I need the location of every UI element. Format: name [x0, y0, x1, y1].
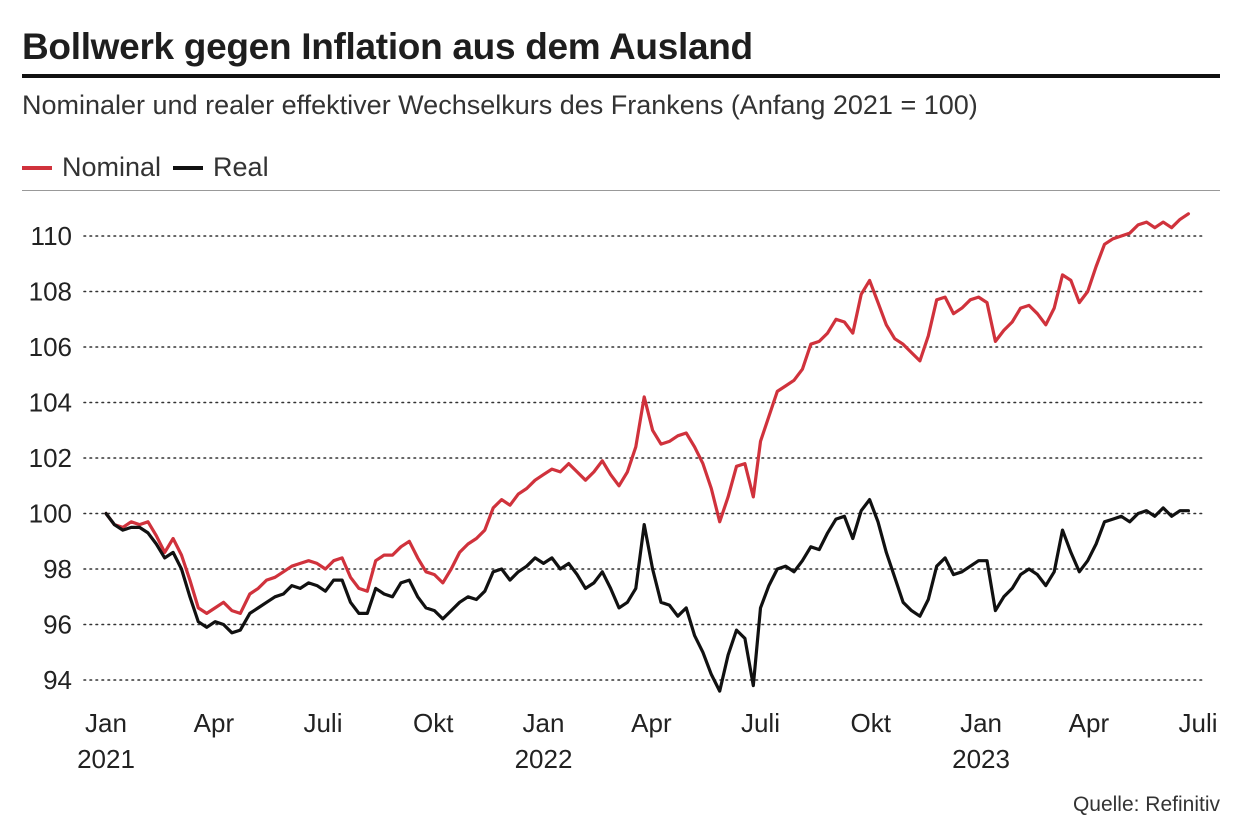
x-tick-year-4: 2022	[515, 744, 573, 774]
x-tick-label-5: Apr	[631, 708, 672, 738]
chart-subtitle: Nominaler und realer effektiver Wechselk…	[22, 90, 978, 120]
legend-rule	[22, 190, 1220, 191]
series-line-real	[104, 498, 1190, 693]
y-tick-label-106: 106	[29, 332, 72, 362]
y-tick-label-94: 94	[43, 665, 72, 695]
x-tick-label-4: Jan	[523, 708, 565, 738]
y-tick-label-102: 102	[29, 443, 72, 473]
source-note: Quelle: Refinitiv	[1072, 793, 1220, 816]
legend-label-nominal: Nominal	[62, 152, 162, 182]
legend: Nominal Real	[22, 152, 281, 183]
y-tick-label-108: 108	[29, 277, 72, 307]
y-tick-label-98: 98	[43, 554, 72, 584]
chart-title: Bollwerk gegen Inflation aus dem Ausland	[22, 26, 753, 67]
x-tick-label-10: Juli	[1178, 708, 1217, 738]
legend-item-real: Real	[173, 152, 269, 183]
title-rule	[22, 74, 1220, 78]
y-tick-label-96: 96	[43, 610, 72, 640]
legend-label-real: Real	[213, 152, 269, 182]
x-tick-label-9: Apr	[1069, 708, 1110, 738]
x-tick-label-8: Jan	[960, 708, 1002, 738]
legend-swatch-real	[173, 165, 204, 170]
x-tick-year-8: 2023	[952, 744, 1010, 774]
y-tick-label-110: 110	[31, 221, 72, 251]
legend-swatch-nominal	[22, 165, 52, 170]
y-tick-label-104: 104	[29, 388, 72, 418]
series-line-nominal	[104, 212, 1190, 615]
x-tick-label-6: Juli	[741, 708, 780, 738]
x-tick-label-7: Okt	[851, 708, 892, 738]
x-tick-label-3: Okt	[413, 708, 454, 738]
x-tick-year-0: 2021	[77, 744, 135, 774]
y-tick-label-100: 100	[29, 499, 72, 529]
x-tick-label-0: Jan	[85, 708, 127, 738]
x-tick-label-1: Apr	[194, 708, 235, 738]
legend-item-nominal: Nominal	[22, 152, 161, 183]
x-tick-label-2: Juli	[303, 708, 342, 738]
